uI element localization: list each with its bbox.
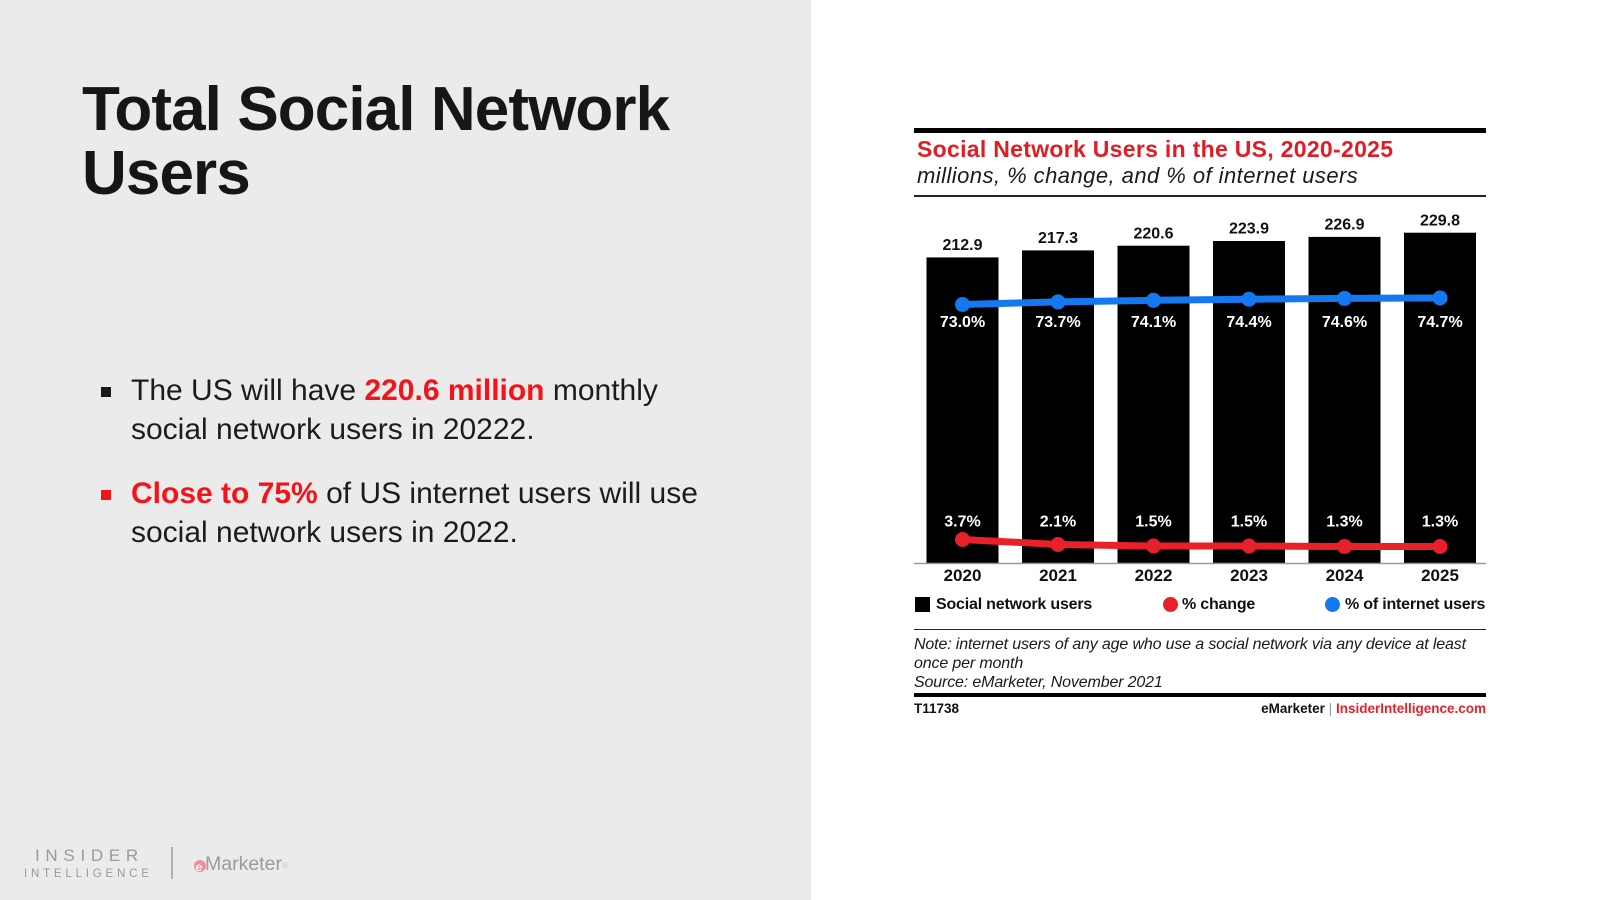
- svg-text:2020: 2020: [944, 566, 982, 585]
- svg-text:217.3: 217.3: [1038, 230, 1078, 247]
- svg-text:229.8: 229.8: [1420, 212, 1460, 229]
- svg-text:226.9: 226.9: [1324, 217, 1364, 234]
- svg-text:1.3%: 1.3%: [1422, 514, 1458, 531]
- svg-text:74.4%: 74.4%: [1226, 314, 1271, 331]
- svg-text:2021: 2021: [1039, 566, 1077, 585]
- svg-text:1.5%: 1.5%: [1135, 514, 1171, 531]
- svg-text:2022: 2022: [1135, 566, 1173, 585]
- svg-text:2025: 2025: [1421, 566, 1459, 585]
- svg-text:2.1%: 2.1%: [1040, 514, 1076, 531]
- svg-text:212.9: 212.9: [942, 237, 982, 254]
- svg-text:74.6%: 74.6%: [1322, 314, 1367, 331]
- svg-text:2023: 2023: [1230, 566, 1268, 585]
- svg-text:223.9: 223.9: [1229, 221, 1269, 238]
- svg-text:73.7%: 73.7%: [1035, 314, 1080, 331]
- svg-text:2024: 2024: [1326, 566, 1364, 585]
- svg-text:1.5%: 1.5%: [1231, 514, 1267, 531]
- svg-text:1.3%: 1.3%: [1326, 514, 1362, 531]
- svg-text:73.0%: 73.0%: [940, 314, 985, 331]
- svg-text:220.6: 220.6: [1133, 225, 1173, 242]
- svg-text:3.7%: 3.7%: [944, 514, 980, 531]
- svg-text:74.1%: 74.1%: [1131, 314, 1176, 331]
- svg-text:74.7%: 74.7%: [1417, 314, 1462, 331]
